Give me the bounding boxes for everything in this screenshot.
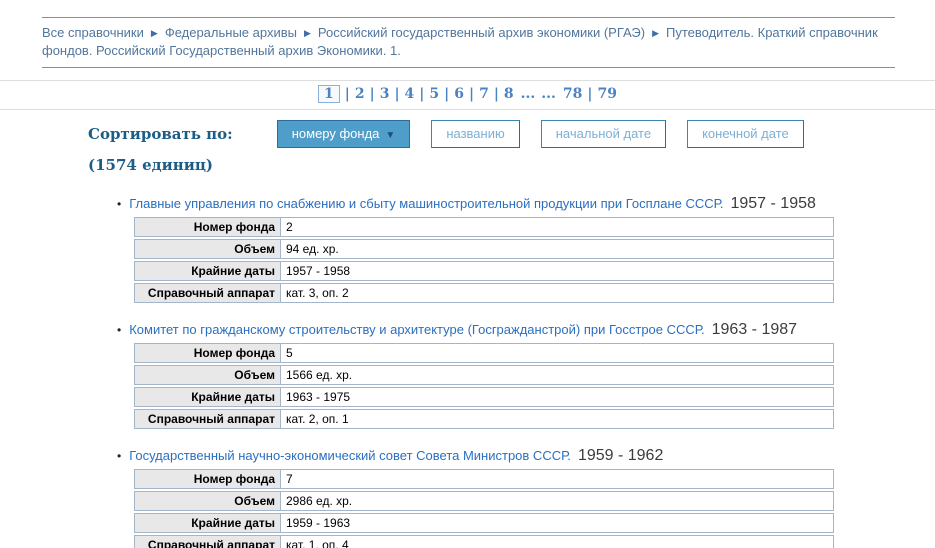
fund-field-label: Крайние даты	[135, 262, 281, 280]
pagination-page-link[interactable]: 8	[503, 86, 514, 102]
fund-details-table: Номер фонда 5 Объем 1566 ед. хр. Крайние дат…	[134, 343, 834, 429]
fund-years: 1957 - 1958	[730, 195, 816, 212]
pagination-separator: |	[369, 86, 375, 102]
pagination-page-link[interactable]: 6	[454, 86, 464, 102]
fund-years: 1959 - 1962	[577, 447, 664, 464]
fund-field-value: 1957 - 1958	[286, 264, 351, 278]
fund-field-label: Крайние даты	[135, 388, 281, 406]
breadcrumb-link[interactable]: Федеральные архивы	[164, 25, 297, 40]
breadcrumb-link[interactable]: Российский государственный архив экономи…	[317, 25, 646, 40]
sort-button-label: номеру фонда	[291, 126, 380, 141]
fund-field-label: Справочный аппарат	[135, 536, 281, 548]
bullet-icon: •	[117, 449, 122, 463]
fund-title-link[interactable]: Комитет по гражданскому строительству и …	[129, 322, 705, 337]
fund-field-value: 94 ед. хр.	[286, 242, 339, 256]
fund-table-row: Объем 94 ед. хр.	[134, 239, 834, 259]
fund-title-row: • Главные управления по снабжению и сбыту…	[117, 195, 935, 213]
fund-table-row: Крайние даты 1963 - 1975	[134, 387, 834, 407]
fund-field-value: 1566 ед. хр.	[286, 368, 353, 382]
fund-title-link[interactable]: Государственный научно-экономический сов…	[129, 448, 571, 463]
fund-field-label: Крайние даты	[135, 514, 281, 532]
fund-table-row: Номер фонда 2	[134, 217, 834, 237]
fund-table-row: Объем 1566 ед. хр.	[134, 365, 834, 385]
sort-buttons: номеру фонда ▼ названию начальной дате конеч…	[276, 120, 825, 148]
page: Все справочники ▶ Федеральные архивы ▶ Росси…	[0, 17, 935, 548]
pagination-current-page: 1	[318, 85, 340, 103]
fund-field-value: 5	[286, 346, 293, 360]
fund-years: 1963 - 1987	[711, 321, 798, 338]
breadcrumb-link[interactable]: Все справочники	[42, 25, 144, 40]
fund-table-row: Номер фонда 7	[134, 469, 834, 489]
fund-table-row: Справочный аппарат кат. 3, оп. 2	[134, 283, 834, 303]
fund-field-value: 2986 ед. хр.	[286, 494, 353, 508]
fund-field-label: Номер фонда	[135, 344, 281, 362]
sort-button-label: конечной дате	[702, 126, 789, 141]
fund-table-row: Объем 2986 ед. хр.	[134, 491, 834, 511]
pagination-page-link[interactable]: 7	[479, 86, 489, 102]
pagination-separator: |	[444, 86, 450, 102]
fund-field-label: Объем	[135, 492, 281, 510]
pagination-separator: |	[493, 86, 499, 102]
breadcrumb: Все справочники ▶ Федеральные архивы ▶ Росси…	[42, 17, 895, 68]
sort-by-label: Сортировать по:	[88, 125, 233, 143]
pagination-ellipsis: ...	[541, 86, 556, 102]
fund-field-value: 2	[286, 220, 293, 234]
fund-field-value: 1959 - 1963	[286, 516, 351, 530]
pagination-page-link[interactable]: 78	[562, 86, 583, 102]
fund-field-value: кат. 1, оп. 4	[286, 538, 349, 548]
breadcrumb-separator-icon: ▶	[652, 28, 659, 38]
fund-field-value: 1963 - 1975	[286, 390, 351, 404]
pagination-ellipsis: ...	[520, 86, 536, 102]
fund-table-row: Крайние даты 1959 - 1963	[134, 513, 834, 533]
sort-row: Сортировать по: номеру фонда ▼ названию нач…	[88, 120, 935, 148]
fund-title-row: • Государственный научно-экономический со…	[117, 447, 935, 465]
sort-button-name[interactable]: названию	[431, 120, 520, 148]
fund-field-value: кат. 3, оп. 2	[286, 286, 349, 300]
fund-details-table: Номер фонда 7 Объем 2986 ед. хр. Крайние дат…	[134, 469, 834, 548]
pagination-page-link[interactable]: 2	[354, 86, 365, 102]
pagination-separator: |	[419, 86, 425, 102]
fund-details-table: Номер фонда 2 Объем 94 ед. хр. Крайние даты 1…	[134, 217, 834, 303]
pagination-separator: |	[394, 86, 400, 102]
pagination-page-link[interactable]: 4	[404, 86, 415, 102]
fund-table-row: Крайние даты 1957 - 1958	[134, 261, 834, 281]
sort-section: Сортировать по: номеру фонда ▼ названию нач…	[88, 120, 935, 174]
pagination-page-link[interactable]: 5	[429, 86, 440, 102]
fund-table-row: Справочный аппарат кат. 2, оп. 1	[134, 409, 834, 429]
bullet-icon: •	[117, 323, 122, 337]
pagination-page-link[interactable]: 3	[379, 86, 390, 102]
sort-button-label: названию	[446, 126, 505, 141]
fund-field-label: Справочный аппарат	[135, 284, 281, 302]
fund-field-label: Номер фонда	[135, 218, 281, 236]
fund-field-label: Объем	[135, 366, 281, 384]
fund-title-row: • Комитет по гражданскому строительству и…	[117, 321, 935, 339]
fund-field-label: Объем	[135, 240, 281, 258]
fund-item: • Государственный научно-экономический со…	[117, 447, 935, 548]
caret-down-icon: ▼	[385, 130, 396, 141]
pagination: 1 | 2 | 3 | 4 | 5 | 6 | 7 | 8...... 78 | 79	[0, 80, 935, 110]
sort-button-fund-number[interactable]: номеру фонда ▼	[276, 120, 411, 148]
pagination-separator: |	[344, 86, 350, 102]
fund-table-row: Справочный аппарат кат. 1, оп. 4	[134, 535, 834, 548]
bullet-icon: •	[117, 197, 122, 211]
sort-button-end-date[interactable]: конечной дате	[687, 120, 804, 148]
fund-field-label: Справочный аппарат	[135, 410, 281, 428]
sort-button-start-date[interactable]: начальной дате	[540, 120, 667, 148]
breadcrumb-separator-icon: ▶	[303, 28, 311, 38]
breadcrumb-separator-icon: ▶	[150, 28, 158, 38]
sort-button-label: начальной дате	[555, 126, 652, 141]
fund-title-link[interactable]: Главные управления по снабжению и сбыту …	[129, 196, 724, 211]
fund-field-value: 7	[286, 472, 293, 486]
pagination-separator: |	[587, 86, 593, 102]
pagination-page-link[interactable]: 79	[597, 86, 617, 102]
pagination-separator: |	[468, 86, 475, 102]
fund-item: • Комитет по гражданскому строительству и…	[117, 321, 935, 429]
results-count: (1574 единиц)	[88, 156, 214, 174]
fund-field-value: кат. 2, оп. 1	[286, 412, 349, 426]
fund-item: • Главные управления по снабжению и сбыту…	[117, 195, 935, 303]
breadcrumb-link[interactable]: Путеводитель. Краткий справочник фондов.…	[42, 25, 878, 58]
fund-list: • Главные управления по снабжению и сбыту…	[117, 195, 935, 548]
fund-field-label: Номер фонда	[135, 470, 281, 488]
fund-table-row: Номер фонда 5	[134, 343, 834, 363]
